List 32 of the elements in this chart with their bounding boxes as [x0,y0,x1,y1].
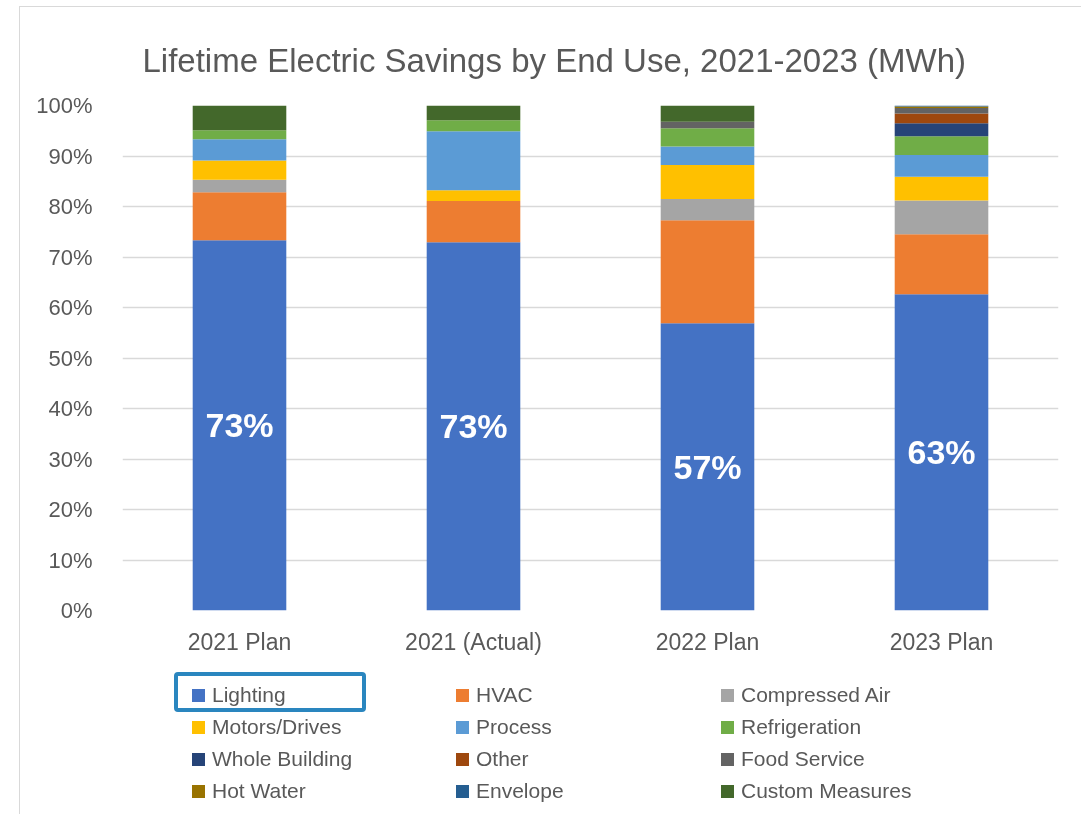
x-tick-label: 2021 (Actual) [405,628,542,655]
legend-label: Food Service [741,746,865,772]
y-tick-label: 90% [48,143,93,169]
data-label: 73% [205,406,274,445]
legend-label: Other [476,746,529,772]
legend-label: Compressed Air [741,682,891,708]
legend-label: Envelope [476,778,564,804]
chart-title: Lifetime Electric Savings by End Use, 2021-2023 (MWh) [142,41,967,79]
y-tick-label: 0% [60,598,93,623]
y-tick-label: 30% [48,446,93,472]
y-tick-label: 100% [36,93,93,118]
x-tick-label: 2021 Plan [187,628,292,655]
legend-label: Refrigeration [741,714,862,740]
y-tick-label: 10% [48,547,93,573]
y-tick-label: 80% [48,194,93,219]
y-tick-label: 70% [48,244,93,270]
legend-label: Lighting [212,682,286,708]
x-tick-label: 2023 Plan [889,628,994,655]
y-tick-label: 50% [48,345,93,371]
data-label: 63% [907,433,976,472]
x-tick-label: 2022 Plan [655,628,760,655]
data-label: 57% [673,447,742,486]
legend-label: HVAC [476,682,533,708]
y-tick-label: 40% [48,396,93,421]
legend-label: Whole Building [212,746,353,772]
y-tick-label: 60% [48,295,93,320]
legend-label: Process [476,714,552,740]
legend-label: Motors/Drives [212,714,342,740]
y-tick-label: 20% [48,497,93,522]
legend-label: Hot Water [212,778,306,804]
legend-label: Custom Measures [741,778,912,804]
data-label: 73% [439,407,508,446]
